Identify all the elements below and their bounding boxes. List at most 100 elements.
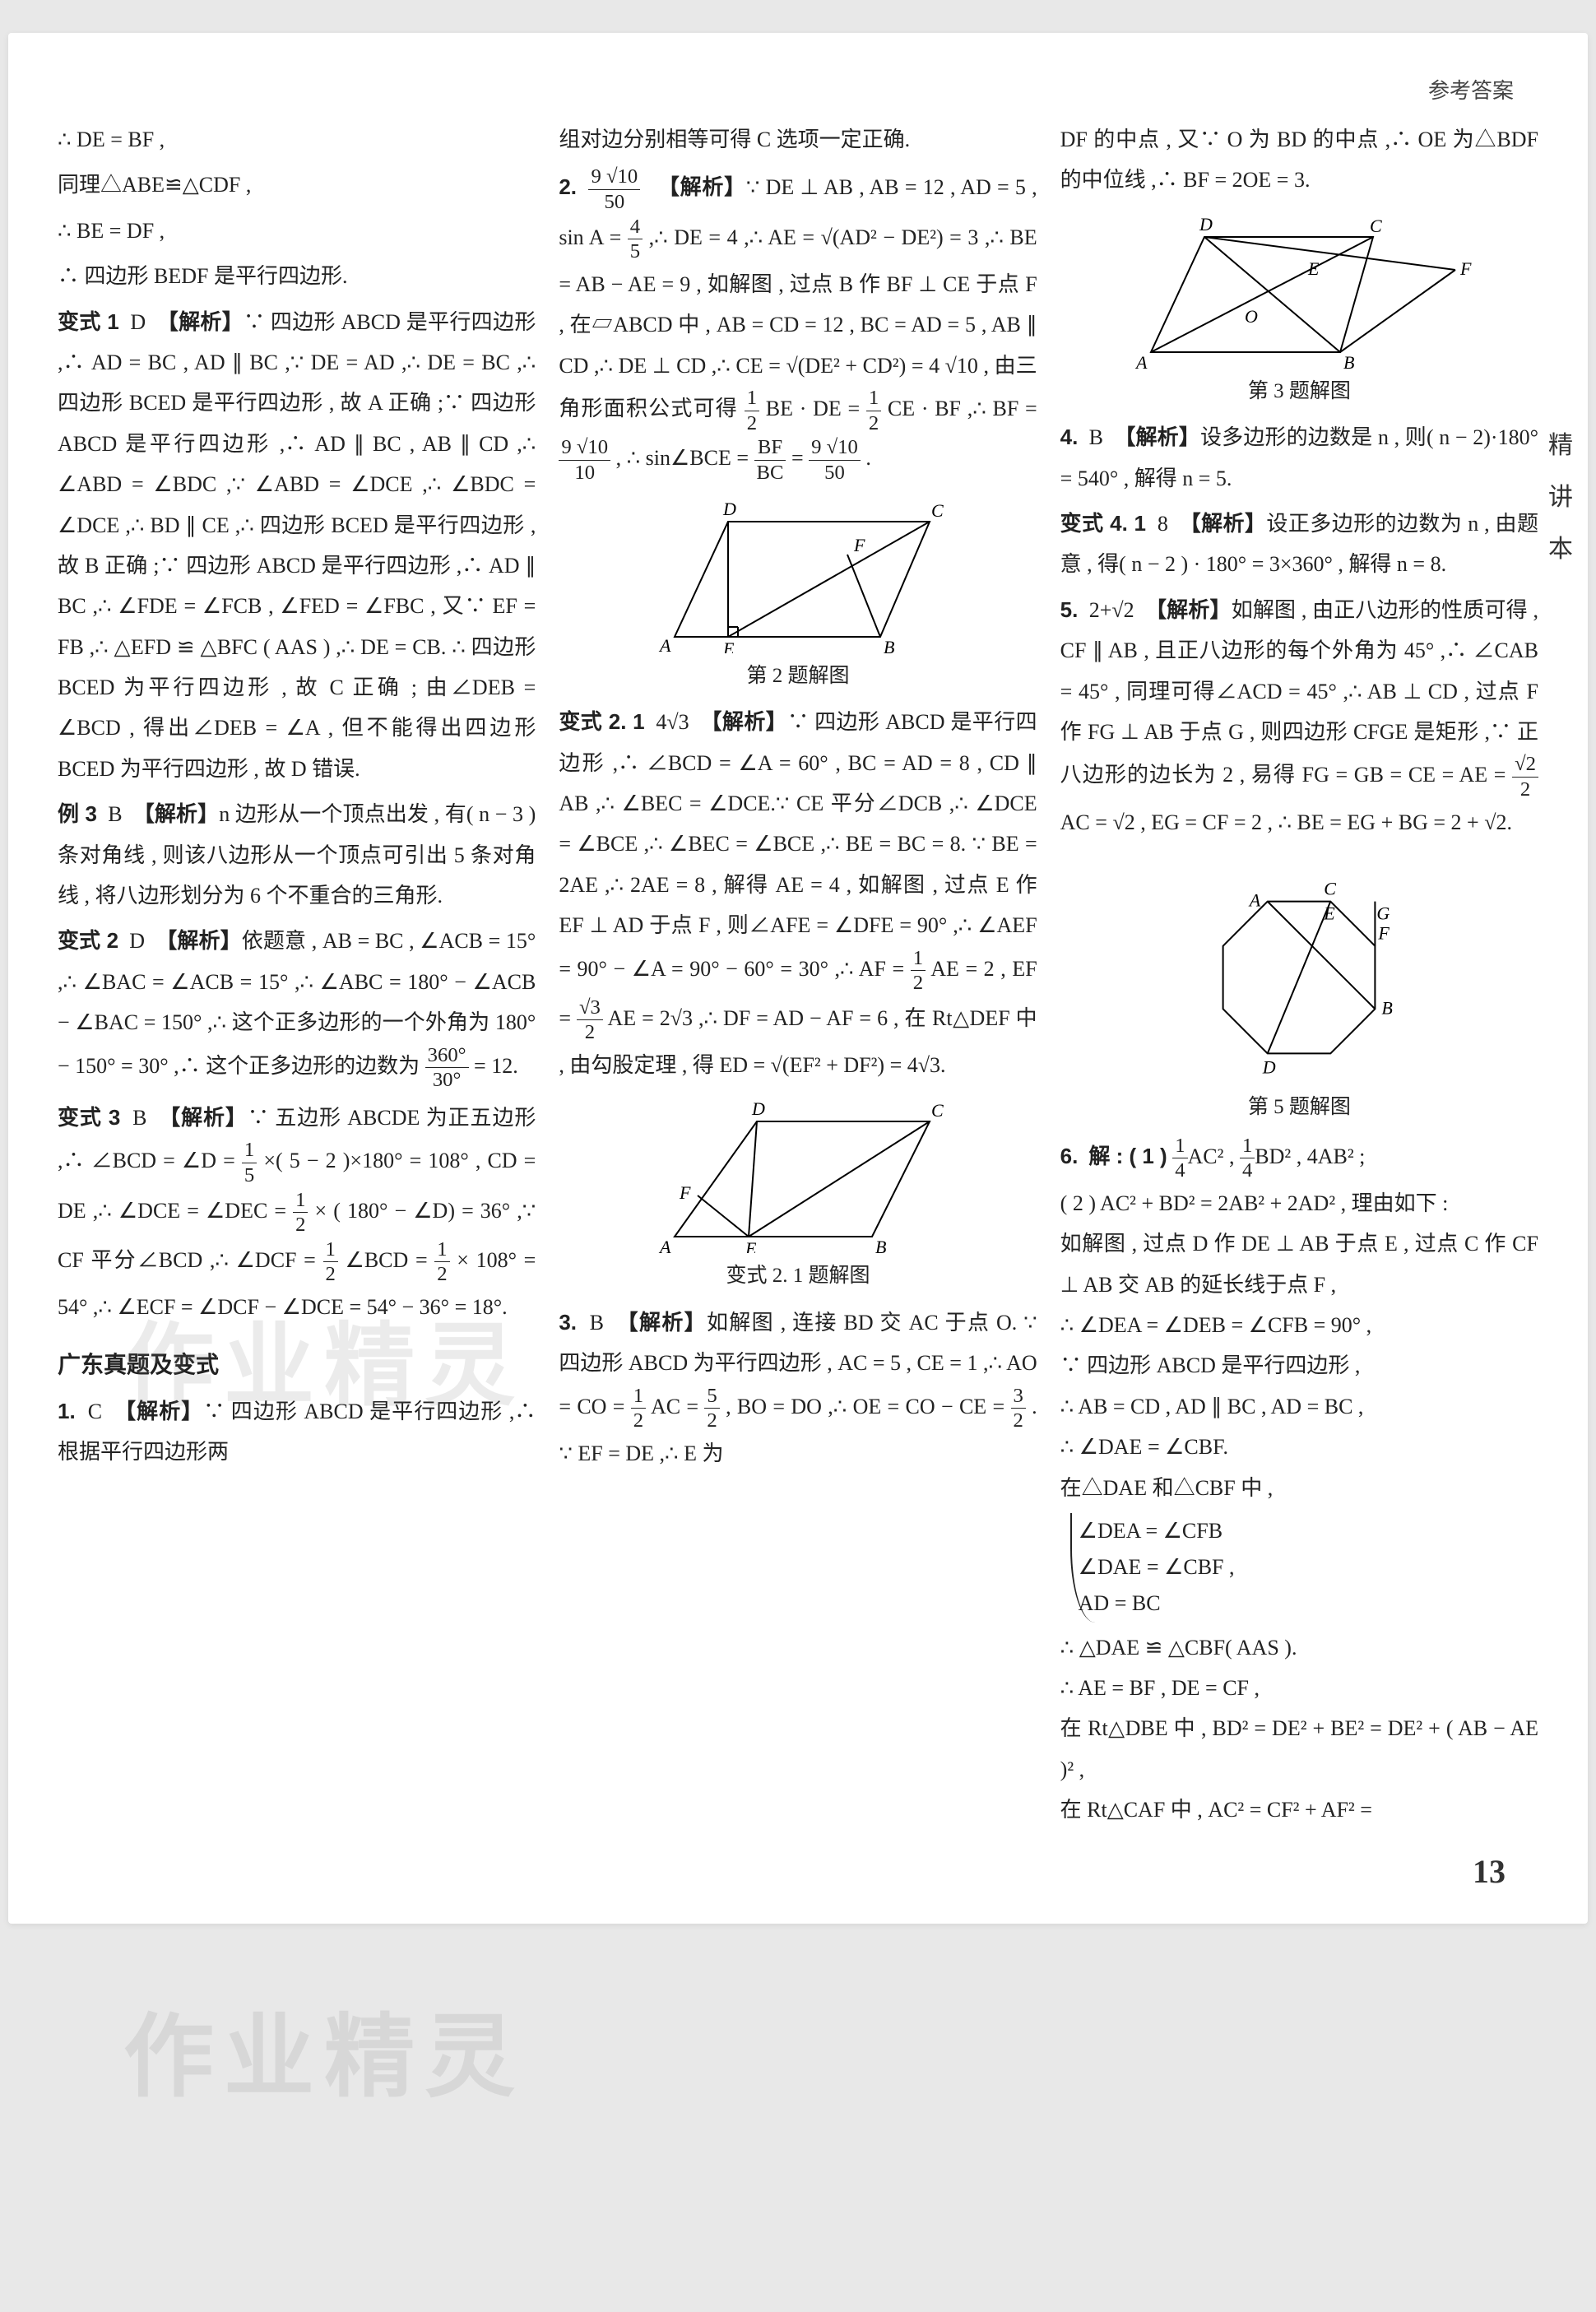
label: 变式 4. 1 — [1060, 511, 1146, 536]
answer: 8 — [1158, 512, 1168, 536]
example-3: 例 3 B 【解析】n 边形从一个顶点出发 , 有( n − 3 )条对角线 ,… — [58, 794, 536, 916]
variant-1: 变式 1 D 【解析】∵ 四边形 ABCD 是平行四边形 ,∴ AD = BC … — [58, 302, 536, 790]
svg-text:G: G — [1377, 903, 1390, 924]
figure-q5: ABCFDEG 第 5 题解图 — [1060, 854, 1538, 1127]
variant-4-1: 变式 4. 1 8 【解析】设正多边形的边数为 n , 由题意 , 得( n −… — [1060, 504, 1538, 585]
variant-2-1: 变式 2. 1 4√3 【解析】∵ 四边形 ABCD 是平行四边形 ,∴ ∠BC… — [559, 702, 1037, 1085]
case-line: AD = BC — [1079, 1585, 1235, 1622]
case-line: ∠DAE = ∠CBF , — [1079, 1549, 1235, 1585]
body: ∵ 四边形 ABCD 是平行四边形 ,∴ AD = BC , AD ∥ BC ,… — [58, 310, 536, 781]
question-3: 3. B 【解析】如解图 , 连接 BD 交 AC 于点 O. ∵ 四边形 AB… — [559, 1302, 1037, 1474]
page-number: 13 — [58, 1852, 1538, 1891]
svg-text:B: B — [884, 637, 894, 653]
text-line: ∴ 四边形 BEDF 是平行四边形. — [58, 256, 536, 296]
answer: B — [1089, 425, 1103, 449]
body: ∴ AB = CD , AD ∥ BC , AD = BC , — [1060, 1386, 1538, 1427]
svg-text:A: A — [1134, 352, 1148, 369]
svg-text:C: C — [1370, 216, 1382, 236]
fraction: 45 — [628, 215, 643, 264]
tag: 【解析】 — [1180, 511, 1267, 536]
text-line: 组对边分别相等可得 C 选项一定正确. — [559, 119, 1037, 160]
body: ∵ 四边形 ABCD 是平行四边形 ,∴ ∠BCD = ∠A = 60° , B… — [559, 710, 1037, 980]
body: ∠BCD = — [346, 1248, 435, 1272]
figure-caption: 变式 2. 1 题解图 — [559, 1256, 1037, 1296]
cases-bracket: ∠DEA = ∠CFB ∠DAE = ∠CBF , AD = BC — [1070, 1513, 1235, 1623]
variant-2: 变式 2 D 【解析】依题意 , AB = BC , ∠ACB = 15° ,∴… — [58, 921, 536, 1092]
body: 如解图 , 过点 D 作 DE ⊥ AB 于点 E , 过点 C 作 CF ⊥ … — [1060, 1223, 1538, 1305]
body: AC = √2 , EG = CF = 2 , ∴ BE = EG + BG =… — [1060, 810, 1512, 834]
answer: B — [590, 1311, 604, 1335]
svg-text:D: D — [751, 1098, 765, 1119]
svg-text:C: C — [931, 1100, 944, 1121]
fraction: 12 — [911, 946, 926, 996]
figure-q2: AEBDCF 第 2 题解图 — [559, 497, 1037, 696]
column-3: DF 的中点 , 又∵ O 为 BD 的中点 ,∴ OE 为△BDF 的中位线 … — [1060, 119, 1538, 1836]
column-2: 组对边分别相等可得 C 选项一定正确. 2. 9 √1050 【解析】∵ DE … — [559, 119, 1037, 1836]
label: 变式 3 — [58, 1105, 120, 1130]
body: CE · BF ,∴ BF = — [888, 397, 1037, 420]
label: 6. — [1060, 1144, 1079, 1168]
parallelogram-diagram: AEBDCF — [650, 497, 946, 653]
question-1: 1. C 【解析】∵ 四边形 ABCD 是平行四边形 ,∴ 根据平行四边形两 — [58, 1391, 536, 1473]
octagon-diagram: ABCFDEG — [1176, 854, 1422, 1084]
tag: 【解析】 — [617, 1310, 707, 1335]
body: ∴ ∠DEA = ∠DEB = ∠CFB = 90° , — [1060, 1305, 1538, 1345]
figure-v21: AEBDCF 变式 2. 1 题解图 — [559, 1097, 1037, 1296]
fraction: 360°30° — [425, 1043, 469, 1093]
column-1: ∴ DE = BF , 同理△ABE≌△CDF , ∴ BE = DF , ∴ … — [58, 119, 536, 1836]
text-line: DF 的中点 , 又∵ O 为 BD 的中点 ,∴ OE 为△BDF 的中位线 … — [1060, 119, 1538, 201]
fraction: 12 — [293, 1188, 308, 1237]
label: 例 3 — [58, 801, 97, 826]
fraction: 12 — [866, 386, 881, 435]
fraction: 32 — [1011, 1384, 1026, 1433]
fraction: 12 — [434, 1237, 449, 1287]
answer: 4√3 — [656, 710, 689, 734]
svg-text:D: D — [722, 499, 736, 519]
side-label: 精讲本 — [1545, 420, 1580, 575]
body: AC = — [651, 1395, 704, 1418]
case-line: ∠DEA = ∠CFB — [1079, 1513, 1235, 1549]
fraction: 12 — [745, 386, 759, 435]
answer: D — [130, 310, 146, 334]
svg-text:C: C — [931, 500, 944, 521]
svg-text:D: D — [1262, 1056, 1276, 1077]
body: BE · DE = — [766, 397, 866, 420]
answer: B — [108, 802, 122, 826]
tag: 【解析】 — [155, 928, 241, 953]
answer: B — [132, 1106, 146, 1130]
svg-text:A: A — [658, 635, 671, 653]
svg-text:B: B — [875, 1237, 886, 1253]
figure-q3: ABDCFOE 第 3 题解图 — [1060, 212, 1538, 411]
watermark: 作业精灵 — [123, 1983, 525, 2115]
svg-text:F: F — [853, 535, 865, 555]
question-2: 2. 9 √1050 【解析】∵ DE ⊥ AB , AB = 12 , AD … — [559, 165, 1037, 485]
body: 如解图 , 由正八边形的性质可得 , CF ∥ AB , 且正八边形的每个外角为… — [1060, 598, 1538, 787]
fraction: 15 — [242, 1138, 257, 1187]
tag: 【解析】 — [1114, 425, 1200, 449]
text-line: 同理△ABE≌△CDF , — [58, 165, 536, 205]
fraction: √22 — [1512, 752, 1538, 801]
tag: 【解析】 — [159, 1105, 248, 1130]
body: ∴ △DAE ≌ △CBF( AAS ). — [1060, 1627, 1538, 1668]
label: 变式 2. 1 — [559, 709, 644, 734]
fraction: 12 — [323, 1237, 338, 1287]
svg-text:E: E — [745, 1238, 757, 1253]
label: 变式 2 — [58, 928, 118, 953]
answer: C — [88, 1400, 102, 1423]
body: , ∴ sin∠BCE = — [616, 447, 754, 471]
label: 4. — [1060, 425, 1079, 449]
svg-text:B: B — [1382, 997, 1393, 1018]
svg-text:A: A — [1248, 890, 1261, 911]
answer: 2+√2 — [1089, 598, 1134, 622]
figure-caption: 第 5 题解图 — [1060, 1088, 1538, 1127]
body: ∴ AE = BF , DE = CF , — [1060, 1668, 1538, 1708]
answer-fraction: 9 √1050 — [588, 165, 640, 214]
label: 变式 1 — [58, 309, 119, 334]
svg-text:D: D — [1199, 214, 1213, 234]
header-label: 参考答案 — [58, 74, 1538, 104]
svg-text:F: F — [1459, 258, 1472, 279]
question-6: 6. 解 : ( 1 ) 14AC² , 14BD² , 4AB² ; ( 2 … — [1060, 1134, 1538, 1831]
body: 在△DAE 和△CBF 中 , — [1060, 1468, 1538, 1508]
tag: 【解析】 — [658, 175, 746, 200]
svg-text:F: F — [1378, 923, 1390, 944]
